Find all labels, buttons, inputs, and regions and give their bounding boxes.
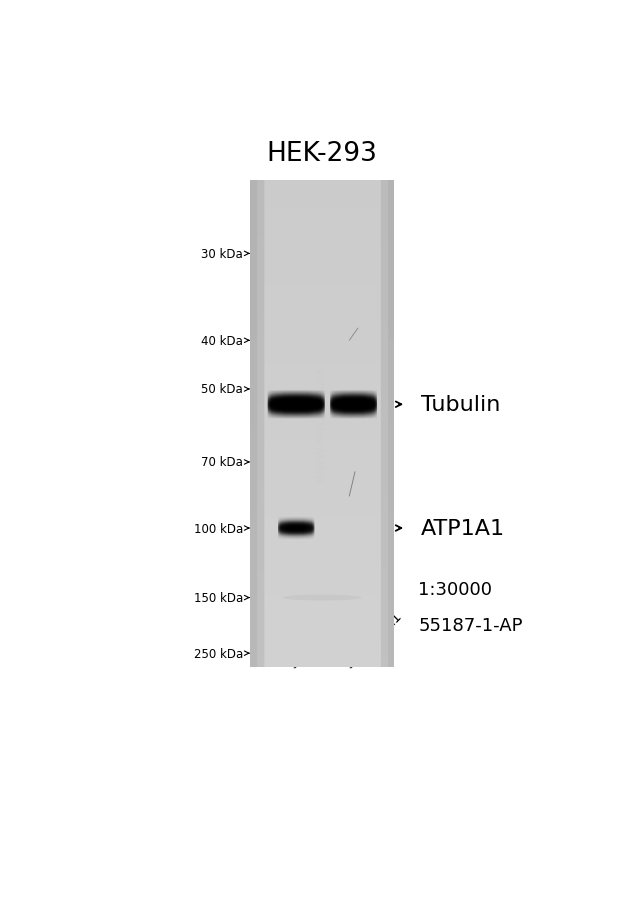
Text: ATP1A1: ATP1A1: [421, 519, 505, 538]
Text: si- ATP1A1: si- ATP1A1: [344, 610, 405, 671]
Text: 100 kDa: 100 kDa: [194, 522, 243, 535]
Text: 70 kDa: 70 kDa: [201, 456, 243, 469]
Text: 50 kDa: 50 kDa: [201, 383, 243, 396]
Text: HEK-293: HEK-293: [267, 141, 378, 166]
Text: Tubulin: Tubulin: [421, 395, 500, 415]
Text: 1:30000: 1:30000: [419, 581, 493, 599]
Text: si-control: si-control: [286, 616, 341, 671]
Text: 30 kDa: 30 kDa: [201, 248, 243, 261]
Text: 250 kDa: 250 kDa: [194, 647, 243, 660]
Text: 55187-1-AP: 55187-1-AP: [419, 617, 523, 635]
Text: 40 kDa: 40 kDa: [201, 335, 243, 347]
Text: 150 kDa: 150 kDa: [194, 592, 243, 604]
